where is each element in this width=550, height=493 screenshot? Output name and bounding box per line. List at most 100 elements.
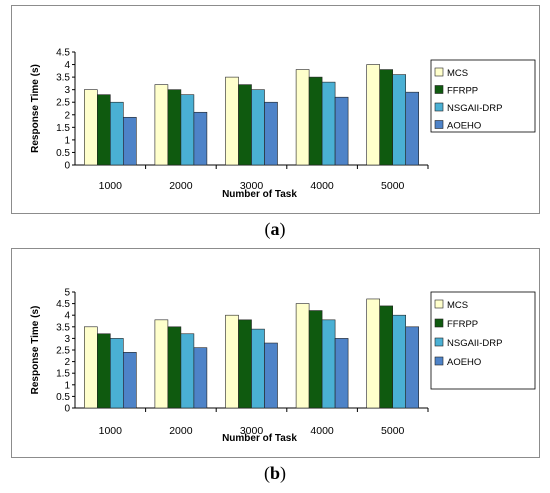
y-tick-label: 1.5 <box>56 369 70 380</box>
bar-mcs <box>84 89 98 166</box>
bar-ffrpp <box>167 89 182 166</box>
legend-label: AOEHO <box>447 357 481 368</box>
legend-label: AOEHO <box>447 121 481 132</box>
bar-ffrpp <box>238 84 252 166</box>
y-tick-label: 2 <box>64 110 70 121</box>
caption-a: (a) <box>0 219 550 240</box>
x-tick-label: 3000 <box>240 425 264 437</box>
bar-mcs <box>225 314 239 409</box>
x-axis-title: Number of Task <box>222 189 297 200</box>
legend-swatch <box>434 102 444 112</box>
caption-b-letter: b <box>269 463 280 483</box>
y-tick-label: 4.5 <box>56 299 70 310</box>
bar-mcs <box>84 326 98 409</box>
chart-a: 0 0.5 11.5 22.5 33.5 44.5 Response Time (s) 100… <box>30 48 536 200</box>
y-tick-label: 1.5 <box>56 123 70 134</box>
x-tick-label: 1000 <box>99 425 123 437</box>
bar-aoeho <box>264 101 278 166</box>
bar-nsgaii-drp <box>110 338 124 409</box>
legend-label: FFRPP <box>447 319 478 330</box>
bar-aoeho <box>193 111 208 166</box>
bar-aoeho <box>123 352 137 409</box>
y-tick-label: 2 <box>64 357 70 368</box>
y-tick-label: 0.5 <box>56 148 70 159</box>
y-tick-label: 0 <box>64 404 70 415</box>
y-axis-title: Response Time (s) <box>30 306 41 395</box>
bar-aoeho <box>334 96 349 166</box>
bar-mcs <box>366 298 381 409</box>
bar-mcs <box>295 69 310 166</box>
y-tick-label: 1 <box>64 135 70 146</box>
bar-mcs <box>295 303 310 409</box>
y-tick-label: 0 <box>64 161 70 172</box>
x-tick-label: 5000 <box>381 425 405 437</box>
y-tick-label: 3.5 <box>56 73 70 84</box>
x-tick-label: 4000 <box>310 180 334 192</box>
x-axis-title: Number of Task <box>222 433 297 444</box>
y-tick-label: 4 <box>64 311 70 322</box>
caption-a-close: ) <box>279 219 286 239</box>
bar-nsgaii-drp <box>321 81 336 166</box>
bar-ffrpp <box>97 94 111 166</box>
bar-nsgaii-drp <box>180 94 195 166</box>
bar-ffrpp <box>97 333 111 409</box>
bar-ffrpp <box>308 76 323 166</box>
x-tick-label: 2000 <box>169 425 193 437</box>
bar-nsgaii-drp <box>392 314 407 409</box>
bar-nsgaii-drp <box>180 333 195 409</box>
legend-swatch <box>434 337 444 347</box>
bar-nsgaii-drp <box>392 74 407 166</box>
x-tick-label: 5000 <box>381 180 405 192</box>
caption-b: (b) <box>0 463 550 484</box>
y-tick-label: 4.5 <box>56 48 70 59</box>
caption-b-close: ) <box>280 463 286 483</box>
caption-a-open: ( <box>264 219 271 239</box>
legend-label: FFRPP <box>447 86 478 97</box>
legend-swatch <box>434 120 444 129</box>
bar-mcs <box>366 64 381 166</box>
y-tick-label: 1 <box>64 380 70 391</box>
bar-aoeho <box>193 347 208 409</box>
bar-ffrpp <box>238 319 252 409</box>
legend-label: NSGAII-DRP <box>447 338 502 349</box>
bar-ffrpp <box>167 326 182 409</box>
y-tick-label: 2.5 <box>56 346 70 357</box>
x-tick-label: 2000 <box>169 180 193 192</box>
bar-ffrpp <box>308 310 323 409</box>
legend-label: MCS <box>447 68 468 79</box>
x-tick-label: 3000 <box>240 180 264 192</box>
chart-panel-a: 0 0.5 1 1.5 2 2.5 3 3.5 4 4.5 Response Time (s) 100… <box>11 5 540 214</box>
y-tick-label: 0.5 <box>56 392 70 403</box>
y-tick-label: 4 <box>64 60 70 71</box>
bar-nsgaii-drp <box>110 101 124 166</box>
bar-aoeho <box>405 326 420 409</box>
legend-label: MCS <box>447 300 468 311</box>
legend-swatch <box>434 85 444 94</box>
bar-nsgaii-drp <box>251 89 265 166</box>
bar-nsgaii-drp <box>321 319 336 409</box>
y-tick-label: 5 <box>64 288 70 299</box>
legend-swatch <box>434 67 444 77</box>
y-axis-title: Response Time (s) <box>30 64 41 153</box>
y-tick-label: 3 <box>64 334 70 345</box>
bar-nsgaii-drp <box>251 328 265 409</box>
caption-a-letter: a <box>270 219 280 239</box>
bar-ffrpp <box>379 69 394 166</box>
legend-swatch <box>434 356 444 366</box>
bar-aoeho <box>334 338 349 409</box>
chart-panel-b: 0 0.5 1 1.5 2 2.5 3 3.5 4 4.5 5 Response Time (s) 10… <box>11 248 540 458</box>
bar-mcs <box>154 319 169 409</box>
x-tick-label: 4000 <box>310 425 334 437</box>
legend-swatch <box>434 299 444 309</box>
legend-label: NSGAII-DRP <box>447 103 502 114</box>
legend-box <box>430 59 536 133</box>
caption-b-open: ( <box>263 463 270 483</box>
bar-aoeho <box>405 91 420 166</box>
bar-aoeho <box>123 116 137 166</box>
x-tick-label: 1000 <box>99 180 123 192</box>
y-tick-label: 2.5 <box>56 98 70 109</box>
y-tick-label: 3.5 <box>56 322 70 333</box>
chart-b: 00.511.522.533.544.55 Response Time (s) 10… <box>30 288 536 444</box>
legend-box <box>430 291 536 390</box>
bar-mcs <box>154 84 169 166</box>
